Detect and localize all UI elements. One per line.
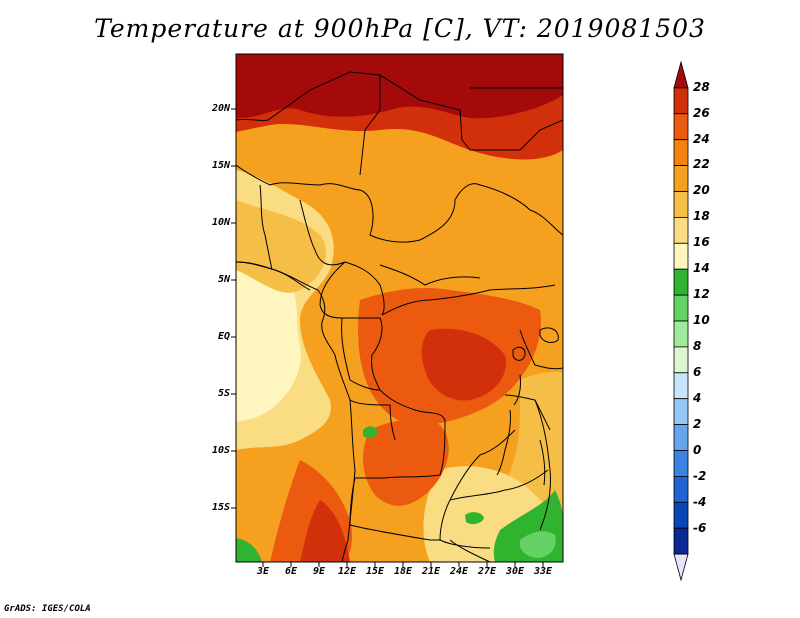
lon-ticks	[262, 562, 544, 567]
colorbar-swatch	[673, 320, 689, 348]
colorbar-swatch	[673, 191, 689, 218]
contour-14-patch-sw	[236, 538, 262, 562]
colorbar-label: 28	[693, 80, 710, 94]
colorbar-swatch	[673, 294, 689, 322]
colorbar-swatch	[673, 139, 689, 166]
colorbar-swatch	[673, 501, 689, 529]
colorbar-label: 22	[693, 157, 710, 171]
colorbar-swatch	[673, 475, 689, 503]
lon-label: 33E	[533, 566, 553, 577]
lon-label: 6E	[284, 566, 298, 577]
lon-label: 12E	[337, 566, 357, 577]
colorbar-label: -6	[693, 521, 707, 535]
colorbar-label: 2	[693, 417, 702, 431]
map-frame	[235, 53, 564, 563]
colorbar-label: 16	[693, 235, 710, 249]
colorbar-label: -2	[693, 469, 707, 483]
lon-label: 15E	[365, 566, 385, 577]
colorbar-swatch	[673, 424, 689, 451]
colorbar-label: 10	[693, 313, 710, 327]
contour-20-west	[236, 200, 327, 293]
lat-label: 10N	[211, 217, 230, 228]
colorbar-swatch	[673, 87, 689, 115]
colorbar-label: 12	[693, 287, 710, 301]
lat-label: EQ	[217, 331, 230, 342]
lat-label: 15S	[211, 502, 230, 513]
colorbar-over-triangle	[673, 60, 689, 89]
colorbar-swatch	[673, 372, 689, 400]
colorbar-under-triangle	[673, 553, 689, 582]
colorbar-label: 24	[693, 132, 710, 146]
lon-label: 30E	[505, 566, 525, 577]
lon-label: 21E	[421, 566, 441, 577]
colorbar-swatch	[673, 527, 689, 555]
credit-text: GrADS: IGES/COLA	[4, 604, 91, 614]
colorbar-swatch	[673, 216, 689, 244]
colorbar	[673, 60, 689, 582]
colorbar-swatch	[673, 450, 689, 477]
contour-26-center	[421, 328, 506, 401]
colorbar-label: 14	[693, 261, 710, 275]
lon-label: 24E	[449, 566, 469, 577]
contour-28-north	[236, 54, 563, 119]
colorbar-swatch	[673, 346, 689, 374]
colorbar-swatch	[673, 242, 689, 270]
lon-label: 18E	[393, 566, 413, 577]
colorbar-label: 26	[693, 106, 710, 120]
colorbar-label: 20	[693, 183, 710, 197]
lat-label: 15N	[211, 160, 230, 171]
lakes	[496, 327, 559, 486]
contour-14-patch-angola	[363, 426, 378, 439]
colorbar-swatch	[673, 268, 689, 296]
colorbar-label: -4	[693, 495, 707, 509]
temperature-field	[236, 54, 563, 562]
colorbar-label: 18	[693, 209, 710, 223]
lat-ticks	[231, 108, 236, 509]
coastline	[236, 261, 356, 562]
contour-24-south	[363, 419, 449, 506]
map-title: Temperature at 900hPa [C], VT: 201908150…	[94, 14, 706, 43]
contour-26-southwest	[300, 500, 350, 562]
contour-12-patch-se	[519, 531, 556, 558]
contour-14-patch-s	[465, 512, 484, 525]
colorbar-swatch	[673, 113, 689, 141]
colorbar-label: 4	[693, 391, 702, 405]
colorbar-label: 6	[693, 365, 702, 379]
lat-label: 20N	[211, 103, 230, 114]
lon-label: 3E	[256, 566, 270, 577]
colorbar-swatch	[673, 165, 689, 192]
colorbar-label: 8	[693, 339, 702, 353]
contour-16-west	[236, 260, 301, 422]
lat-label: 5N	[217, 274, 230, 285]
lat-label: 10S	[211, 445, 230, 456]
lat-label: 5S	[217, 388, 230, 399]
colorbar-swatch	[673, 398, 689, 426]
colorbar-label: 0	[693, 443, 702, 457]
lon-label: 27E	[477, 566, 497, 577]
lon-label: 9E	[312, 566, 326, 577]
